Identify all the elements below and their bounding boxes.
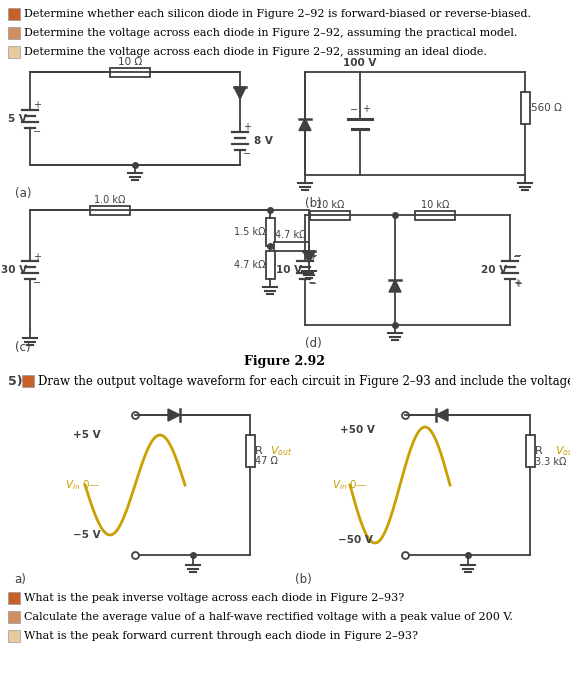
- Text: (a): (a): [15, 186, 31, 199]
- Polygon shape: [389, 280, 401, 292]
- Text: −5 V: −5 V: [73, 530, 101, 540]
- Polygon shape: [303, 251, 315, 263]
- Text: Determine whether each silicon diode in Figure 2–92 is forward-biased or reverse: Determine whether each silicon diode in …: [24, 9, 531, 19]
- Text: (c): (c): [15, 342, 31, 355]
- Text: 4.7 kΩ: 4.7 kΩ: [234, 260, 265, 270]
- Text: 30 V: 30 V: [1, 265, 27, 275]
- Text: −: −: [33, 127, 41, 136]
- Text: 100 V: 100 V: [343, 58, 377, 68]
- Text: $V_{in}$ 0—: $V_{in}$ 0—: [332, 478, 368, 492]
- Bar: [266, 218, 275, 246]
- Text: 5 V: 5 V: [8, 113, 27, 123]
- Bar: [520, 92, 530, 124]
- FancyBboxPatch shape: [8, 46, 20, 58]
- Text: 3.3 kΩ: 3.3 kΩ: [535, 457, 567, 467]
- Text: +5 V: +5 V: [73, 430, 101, 440]
- Text: −: −: [350, 104, 358, 115]
- Text: +: +: [362, 104, 370, 115]
- Text: What is the peak inverse voltage across each diode in Figure 2–93?: What is the peak inverse voltage across …: [24, 593, 404, 603]
- Text: Draw the output voltage waveform for each circuit in Figure 2–93 and include the: Draw the output voltage waveform for eac…: [38, 374, 570, 388]
- Text: +: +: [33, 252, 41, 262]
- Text: 5): 5): [8, 375, 23, 388]
- Text: 560 Ω: 560 Ω: [531, 103, 562, 113]
- Text: +: +: [308, 252, 316, 262]
- Text: 10 kΩ: 10 kΩ: [421, 200, 449, 210]
- Text: Calculate the average value of a half-wave rectified voltage with a peak value o: Calculate the average value of a half-wa…: [24, 612, 513, 622]
- Bar: [110, 68, 150, 77]
- Text: $V_{out}$: $V_{out}$: [270, 444, 292, 458]
- Text: −: −: [513, 252, 521, 262]
- FancyBboxPatch shape: [22, 375, 34, 387]
- Text: Figure 2.92: Figure 2.92: [245, 355, 325, 369]
- Text: Determine the voltage across each diode in Figure 2–92, assuming the practical m: Determine the voltage across each diode …: [24, 28, 518, 38]
- FancyBboxPatch shape: [8, 27, 20, 39]
- Bar: [90, 205, 130, 214]
- Text: 10 Ω: 10 Ω: [118, 57, 142, 67]
- Text: 47 Ω: 47 Ω: [255, 456, 278, 466]
- Bar: [526, 435, 535, 467]
- Text: +: +: [513, 278, 521, 288]
- Polygon shape: [299, 119, 311, 130]
- Text: −: −: [243, 148, 251, 159]
- Text: $V_{in}$ 0—: $V_{in}$ 0—: [65, 478, 101, 492]
- Bar: [415, 210, 455, 220]
- Text: +: +: [33, 100, 41, 111]
- Text: 10 kΩ: 10 kΩ: [316, 200, 344, 210]
- Text: 10 V: 10 V: [276, 265, 302, 275]
- Bar: [266, 251, 275, 279]
- Text: R: R: [255, 446, 263, 456]
- Text: −: −: [308, 278, 316, 288]
- Text: Determine the voltage across each diode in Figure 2–92, assuming an ideal diode.: Determine the voltage across each diode …: [24, 47, 487, 57]
- FancyBboxPatch shape: [8, 611, 20, 623]
- FancyBboxPatch shape: [8, 8, 20, 20]
- Text: −: −: [514, 251, 522, 261]
- Text: (b): (b): [295, 574, 312, 586]
- Text: −: −: [33, 278, 41, 288]
- Text: a): a): [14, 574, 26, 586]
- FancyBboxPatch shape: [8, 592, 20, 604]
- Text: (d): (d): [305, 336, 321, 349]
- FancyBboxPatch shape: [8, 630, 20, 642]
- Text: +: +: [243, 123, 251, 132]
- Text: 8 V: 8 V: [254, 136, 273, 146]
- Text: +50 V: +50 V: [340, 425, 375, 435]
- Text: 1.5 kΩ: 1.5 kΩ: [234, 227, 265, 237]
- Text: 4.7 kΩ: 4.7 kΩ: [275, 230, 307, 240]
- Text: (b): (b): [305, 197, 321, 210]
- Polygon shape: [168, 409, 180, 421]
- Text: −50 V: −50 V: [338, 535, 373, 545]
- Text: −: −: [309, 279, 317, 289]
- Polygon shape: [436, 409, 448, 421]
- Text: 1.0 kΩ: 1.0 kΩ: [94, 195, 126, 205]
- Polygon shape: [234, 87, 246, 99]
- Bar: [274, 241, 309, 250]
- Text: R: R: [535, 446, 543, 456]
- Text: 20 V: 20 V: [481, 265, 507, 275]
- Text: +: +: [309, 251, 317, 261]
- Text: What is the peak forward current through each diode in Figure 2–93?: What is the peak forward current through…: [24, 631, 418, 641]
- Bar: [246, 435, 254, 467]
- Text: +: +: [514, 279, 522, 289]
- Text: $V_{out}$: $V_{out}$: [555, 444, 570, 458]
- Bar: [310, 210, 350, 220]
